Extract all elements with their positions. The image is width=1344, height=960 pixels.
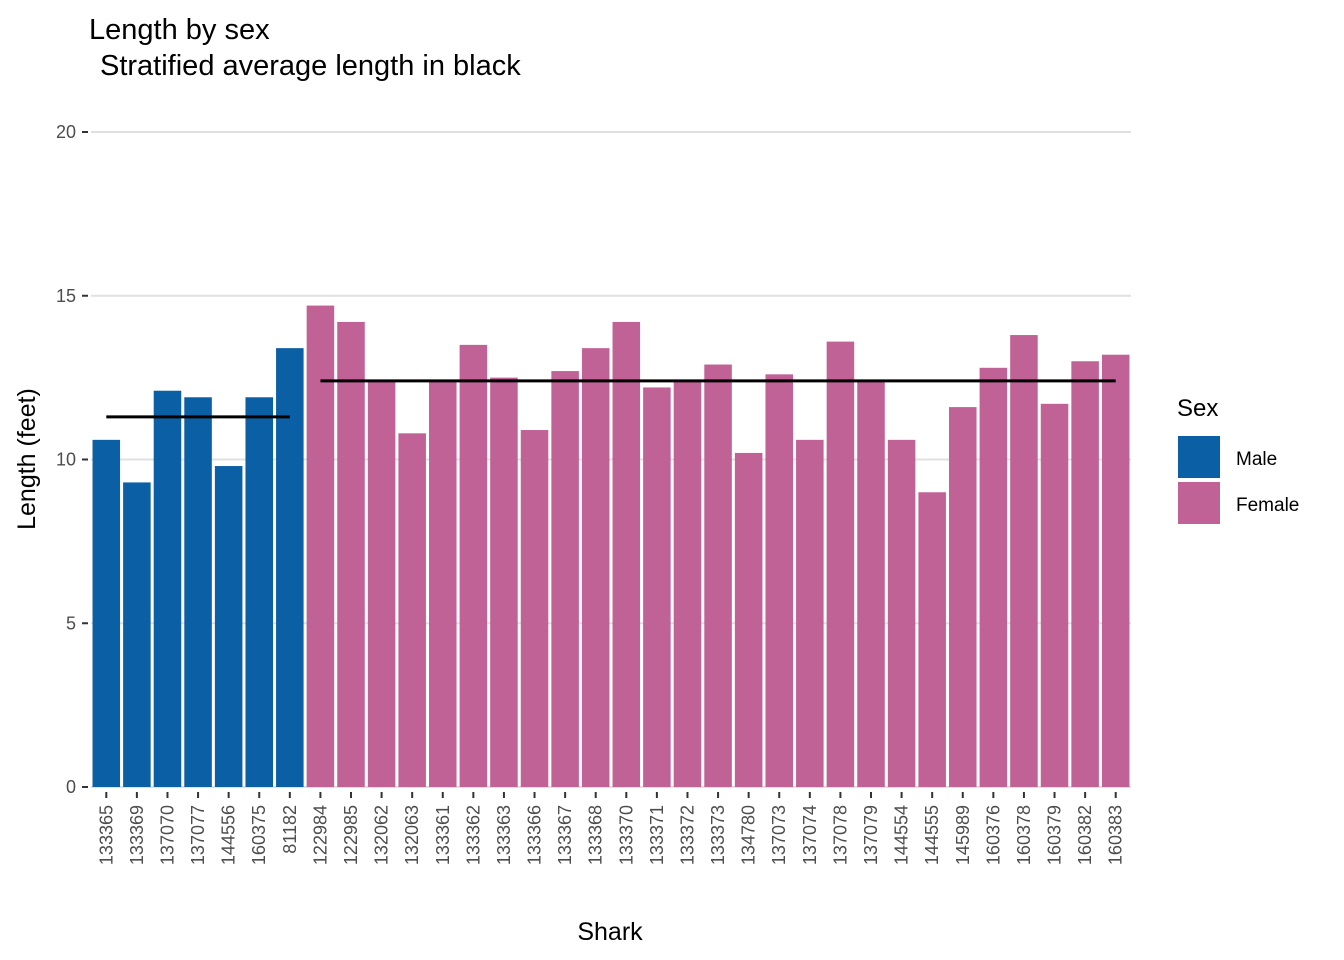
x-tick-label: 133369 <box>127 805 147 865</box>
legend: Sex Male Female <box>1177 395 1299 524</box>
bar-female <box>337 321 365 787</box>
x-tick-label: 133370 <box>616 805 636 865</box>
x-tick-label: 133366 <box>525 805 545 865</box>
x-tick-label: 137074 <box>800 805 820 865</box>
legend-label-female: Female <box>1236 495 1299 516</box>
x-tick-label: 160379 <box>1045 805 1065 865</box>
x-tick-label: 132063 <box>402 805 422 865</box>
x-tick-label: 160383 <box>1106 805 1126 865</box>
legend-swatch-female <box>1178 482 1220 524</box>
x-tick-label: 137079 <box>861 805 881 865</box>
bar-female <box>765 374 793 787</box>
y-tick-label: 20 <box>56 122 76 142</box>
y-tick-label: 0 <box>66 777 76 797</box>
bar-female <box>459 344 488 787</box>
bar-female <box>1010 335 1038 787</box>
bar-female <box>734 452 763 787</box>
bar-male <box>245 397 273 787</box>
x-tick-label: 160375 <box>249 805 269 865</box>
bar-female <box>398 433 426 787</box>
bars <box>92 305 1130 787</box>
x-tick-label: 137070 <box>157 805 177 865</box>
bar-female <box>979 367 1008 787</box>
x-tick-label: 133361 <box>433 805 453 865</box>
y-axis: 0 5 10 15 20 <box>56 122 88 797</box>
x-tick-label: 144556 <box>219 805 239 865</box>
x-tick-label: 137078 <box>830 805 850 865</box>
y-tick-label: 10 <box>56 450 76 470</box>
legend-title: Sex <box>1177 395 1218 422</box>
chart-title: Length by sex <box>89 14 270 46</box>
chart-subtitle: Stratified average length in black <box>100 50 521 82</box>
bar-male <box>153 390 182 787</box>
bar-female <box>796 439 824 787</box>
y-axis-title: Length (feet) <box>13 388 41 530</box>
x-tick-label: 160382 <box>1075 805 1095 865</box>
x-tick-label: 133362 <box>463 805 483 865</box>
bar-male <box>214 466 243 787</box>
bar-female <box>1071 361 1099 787</box>
average-lines <box>106 379 1116 419</box>
x-tick-label: 122984 <box>310 805 330 865</box>
bar-female <box>612 321 641 787</box>
x-tick-label: 137077 <box>188 805 208 865</box>
x-tick-label: 133368 <box>586 805 606 865</box>
bar-female <box>704 364 732 787</box>
x-tick-label: 160376 <box>983 805 1003 865</box>
bar-female <box>857 380 885 787</box>
x-tick-label: 133371 <box>647 805 667 865</box>
bar-female <box>367 380 396 787</box>
x-tick-label: 144555 <box>922 805 942 865</box>
bar-male <box>123 482 151 787</box>
x-tick-label: 133363 <box>494 805 514 865</box>
x-tick-label: 122985 <box>341 805 361 865</box>
bar-male <box>92 439 121 787</box>
x-axis: 133365 133369 137070 137077 144556 160375 8118… <box>96 792 1126 865</box>
x-tick-label: 133365 <box>96 805 116 865</box>
bar-female <box>1101 354 1130 787</box>
bar-female <box>306 305 335 787</box>
bar-female <box>949 407 977 787</box>
x-tick-label: 133367 <box>555 805 575 865</box>
bar-female <box>673 380 702 787</box>
bar-female <box>429 380 457 787</box>
x-tick-label: 145989 <box>953 805 973 865</box>
y-tick-label: 5 <box>66 613 76 633</box>
bar-male <box>276 348 304 787</box>
x-axis-title: Shark <box>577 918 643 946</box>
bar-female <box>490 377 518 787</box>
bar-female <box>581 348 610 787</box>
legend-label-male: Male <box>1236 449 1277 470</box>
x-tick-label: 133372 <box>677 805 697 865</box>
bar-female <box>826 341 855 787</box>
bar-female <box>520 430 549 787</box>
bar-female <box>1040 403 1069 787</box>
x-tick-label: 137073 <box>769 805 789 865</box>
bar-female <box>918 492 946 787</box>
bar-male <box>184 397 212 787</box>
bar-female <box>551 371 579 787</box>
y-tick-label: 15 <box>56 286 76 306</box>
x-tick-label: 144554 <box>892 805 912 865</box>
x-tick-label: 133373 <box>708 805 728 865</box>
bar-female <box>643 387 671 787</box>
x-tick-label: 134780 <box>739 805 759 865</box>
legend-swatch-male <box>1178 436 1220 478</box>
x-tick-label: 81182 <box>280 805 300 854</box>
x-tick-label: 160378 <box>1014 805 1034 865</box>
bar-female <box>887 439 916 787</box>
x-tick-label: 132062 <box>372 805 392 865</box>
